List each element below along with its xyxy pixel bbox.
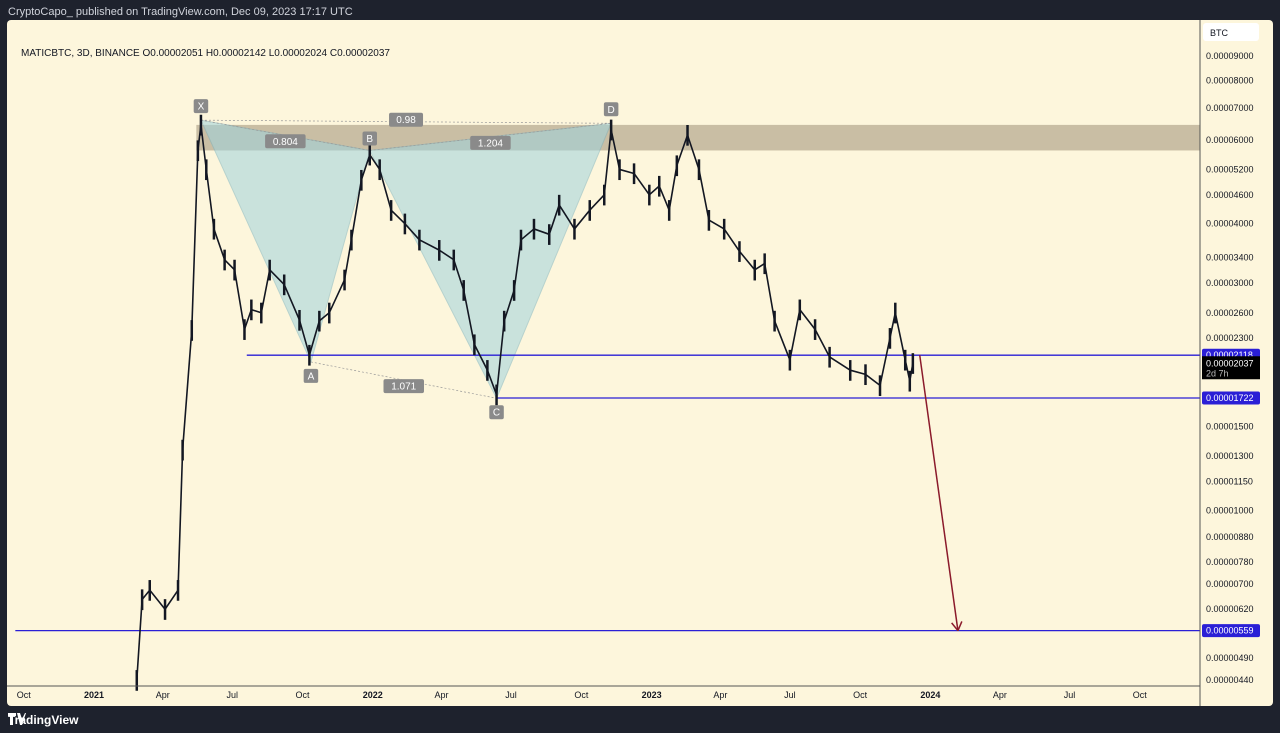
label-bg — [389, 112, 424, 127]
tag-bg — [1202, 624, 1260, 638]
label-text: 1.071 — [391, 382, 416, 393]
level-price-tag: 0.00000559 — [1202, 624, 1260, 638]
pattern-point-B: B — [362, 131, 378, 146]
y-tick-label: 0.00005200 — [1206, 164, 1254, 174]
tag-bg — [1202, 391, 1260, 405]
pattern-ratio-label: 0.804 — [265, 134, 306, 149]
y-tick-label: 0.00003000 — [1206, 278, 1254, 288]
y-tick-label: 0.00000700 — [1206, 579, 1254, 589]
pattern-ratio-label: 1.071 — [383, 379, 424, 394]
chart-frame: MATICBTC, 3D, BINANCE O0.00002051 H0.000… — [7, 20, 1273, 706]
footer-brand: TradingView — [8, 713, 79, 727]
label-text: C — [493, 408, 500, 419]
footer: TradingView — [8, 713, 78, 727]
y-tick-label: 0.00001150 — [1206, 476, 1253, 486]
tag-bg — [1202, 356, 1260, 380]
arrow-head — [951, 622, 959, 632]
tag-text: 0.00000559 — [1206, 626, 1254, 636]
x-tick-label: Jul — [505, 690, 517, 700]
x-tick-label: Jul — [784, 690, 796, 700]
x-tick-label: Apr — [156, 690, 170, 700]
y-tick-label: 0.00002600 — [1206, 308, 1254, 318]
label-bg — [603, 102, 619, 117]
label-bg — [470, 135, 511, 150]
x-tick-label: Apr — [993, 690, 1007, 700]
pattern-ratio-label: 1.204 — [470, 135, 511, 150]
y-tick-label: 0.00004000 — [1206, 219, 1254, 229]
arrow-head — [957, 621, 963, 631]
label-bg — [303, 368, 319, 383]
y-tick-label: 0.00001500 — [1206, 422, 1254, 432]
label-text: 1.204 — [478, 138, 503, 149]
level-price-tag: 0.00001722 — [1202, 391, 1260, 405]
pattern-point-C: C — [489, 405, 504, 420]
projection-arrow — [918, 355, 959, 631]
symbol-legend: MATICBTC, 3D, BINANCE O0.00002051 H0.000… — [21, 48, 390, 59]
label-text: 0.804 — [273, 137, 298, 148]
x-tick-label: Oct — [17, 690, 32, 700]
x-tick-label: Oct — [853, 690, 868, 700]
label-text: D — [608, 105, 615, 116]
x-tick-label: Oct — [296, 690, 311, 700]
y-tick-label: 0.00001000 — [1206, 505, 1254, 515]
last-price-countdown: 2d 7h — [1206, 368, 1229, 378]
x-tick-label: Jul — [227, 690, 239, 700]
y-tick-label: 0.00000780 — [1206, 557, 1254, 567]
x-tick-label: 2023 — [642, 690, 662, 700]
pattern-point-X: X — [193, 99, 209, 114]
tag-text: 0.00002118 — [1206, 350, 1253, 360]
y-tick-label: 0.00000440 — [1206, 675, 1254, 685]
x-tick-label: 2021 — [84, 690, 104, 700]
pattern-point-A: A — [303, 368, 319, 383]
y-tick-label: 0.00009000 — [1206, 51, 1254, 61]
label-bg — [362, 131, 378, 146]
pattern-ratio-line — [310, 361, 497, 399]
label-text: 0.98 — [396, 115, 416, 126]
y-tick-label: 0.00007000 — [1206, 103, 1254, 113]
y-tick-label: 0.00000490 — [1206, 653, 1254, 663]
x-tick-label: 2022 — [363, 690, 383, 700]
y-tick-label: 0.00000880 — [1206, 532, 1254, 542]
x-tick-label: Oct — [574, 690, 589, 700]
x-tick-label: Oct — [1133, 690, 1148, 700]
label-bg — [265, 134, 306, 149]
label-bg — [383, 379, 424, 394]
last-price-value: 0.00002037 — [1206, 358, 1254, 368]
label-text: B — [366, 134, 373, 145]
tag-text: 0.00001722 — [1206, 393, 1254, 403]
x-tick-label: Jul — [1064, 690, 1076, 700]
y-tick-label: 0.00003400 — [1206, 252, 1254, 262]
label-bg — [193, 99, 209, 114]
currency-label: BTC — [1210, 28, 1229, 38]
pattern-ratio-label: 0.98 — [389, 112, 424, 127]
label-bg — [489, 405, 504, 420]
price-series — [135, 124, 914, 681]
x-tick-label: 2024 — [920, 690, 940, 700]
y-tick-label: 0.00008000 — [1206, 75, 1254, 85]
tradingview-logo-icon — [8, 713, 26, 725]
currency-badge: BTC — [1203, 23, 1259, 41]
pattern-point-D: D — [603, 102, 619, 117]
pattern-triangle-xab — [200, 119, 371, 364]
y-tick-label: 0.00006000 — [1206, 135, 1254, 145]
x-tick-label: Apr — [713, 690, 727, 700]
pattern-triangle-bcd — [368, 122, 612, 400]
label-text: A — [308, 371, 315, 382]
publisher-line: CryptoCapo_ published on TradingView.com… — [8, 6, 353, 18]
y-tick-label: 0.00002300 — [1206, 333, 1254, 343]
y-tick-label: 0.00004600 — [1206, 190, 1254, 200]
y-tick-label: 0.00000620 — [1206, 604, 1254, 614]
price-chart[interactable]: X A B C D 0.804 0.98 1.204 1.071 BTC 0.00009000 0.0… — [7, 20, 1273, 706]
label-text: X — [198, 102, 205, 113]
y-tick-label: 0.00001300 — [1206, 451, 1254, 461]
badge-bg — [1203, 23, 1259, 41]
x-tick-label: Apr — [435, 690, 449, 700]
